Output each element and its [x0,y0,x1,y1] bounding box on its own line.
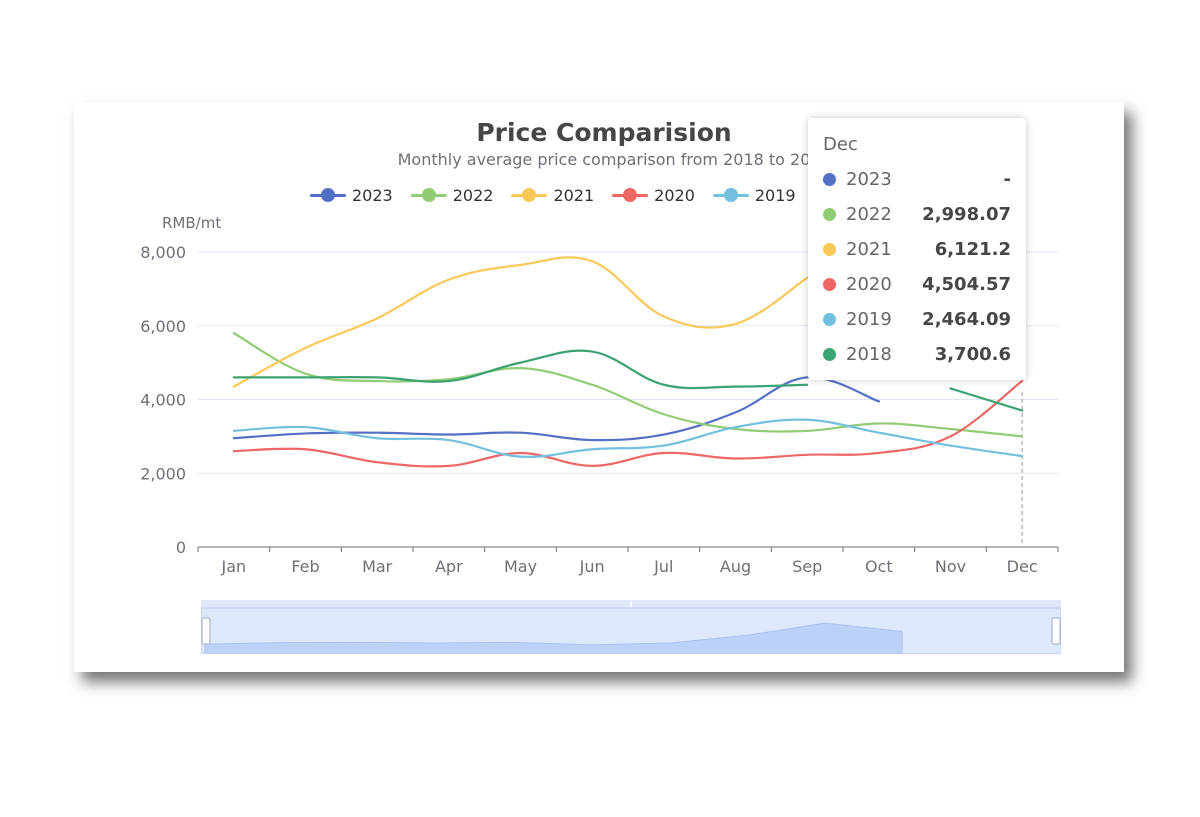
x-tick-label: Dec [1007,557,1038,576]
tooltip-series-name: 2022 [846,203,892,225]
tooltip-value: 3,700.6 [934,343,1011,365]
y-tick-label: 0 [176,538,186,557]
y-tick-label: 2,000 [140,464,186,483]
zoom-preview-area [204,622,903,654]
y-tick-label: 8,000 [140,243,186,262]
tooltip-row-2018: 2018 3,700.6 [823,339,1011,369]
legend-swatch-icon [310,188,346,202]
legend-swatch-icon [511,188,548,202]
x-tick-label: Jun [579,557,605,576]
tooltip-row-2023: 2023 - [823,164,1011,194]
tooltip-value: 6,121.2 [934,238,1011,260]
zoom-top-bar[interactable] [201,600,1061,608]
x-tick-label: Mar [362,557,393,576]
chart-card: Price Comparision Monthly average price … [74,102,1124,672]
legend-swatch-icon [410,188,447,202]
legend-label: 2020 [654,185,695,205]
tooltip-marker-icon [823,207,836,221]
legend-item-2021[interactable]: 2021 [511,184,594,206]
legend-label: 2021 [553,185,595,205]
series-line-2022[interactable] [232,332,1024,438]
tooltip: Dec 2023 - 2022 2,998.07 2021 6,121.2 2020 4,50… [808,118,1026,380]
tooltip-row-2020: 2020 4,504.57 [823,269,1011,299]
x-tick-label: Aug [720,557,751,576]
tooltip-row-2021: 2021 6,121.2 [823,234,1011,264]
y-tick-label: 6,000 [140,317,186,336]
x-tick-label: Apr [435,557,463,576]
legend-label: 2023 [352,185,393,205]
chart-subtitle: Monthly average price comparison from 20… [397,150,811,169]
legend-swatch-icon [712,188,749,202]
series-line-2019[interactable] [232,418,1024,459]
tooltip-value: 2,464.09 [922,308,1011,330]
legend-item-2022[interactable]: 2022 [410,184,494,206]
legend-label: 2019 [754,185,796,205]
series-line-2020[interactable] [232,379,1024,468]
x-tick-label: Feb [291,557,319,576]
chart-title: Price Comparision [476,118,732,147]
x-tick-label: Sep [792,557,822,576]
tooltip-series-name: 2018 [846,343,892,365]
y-axis-unit: RMB/mt [162,214,222,232]
legend-item-2020[interactable]: 2020 [612,184,695,206]
x-tick-label: Nov [935,557,966,576]
zoom-handle-right[interactable] [1051,617,1061,645]
legend-swatch-icon [612,188,649,202]
tooltip-value: 4,504.57 [922,273,1011,295]
zoom-grip-icon: ∥ [629,600,633,609]
tooltip-value: 2,998.07 [922,203,1011,225]
tooltip-marker-icon [823,347,836,361]
tooltip-title: Dec [823,134,858,155]
tooltip-value: - [1003,168,1011,190]
legend-item-2023[interactable]: 2023 [310,184,393,206]
x-tick-label: May [504,557,537,576]
x-tick-label: Jul [653,557,673,576]
tooltip-marker-icon [823,242,836,256]
tooltip-marker-icon [823,312,836,326]
zoom-handle-left[interactable] [201,617,211,645]
data-zoom-slider[interactable]: ∥ [201,600,1061,654]
tooltip-row-2022: 2022 2,998.07 [823,199,1011,229]
tooltip-series-name: 2021 [846,238,892,260]
legend-item-2019[interactable]: 2019 [712,184,796,206]
tooltip-marker-icon [823,277,836,291]
legend-label: 2022 [452,185,494,205]
tooltip-series-name: 2020 [846,273,892,295]
zoom-selection[interactable] [201,607,1061,654]
y-tick-label: 4,000 [140,391,186,410]
x-tick-label: Jan [220,557,246,576]
tooltip-series-name: 2019 [846,308,892,330]
series-line-2018[interactable] [949,387,1024,412]
series-line-2018[interactable] [232,349,809,390]
tooltip-marker-icon [823,172,836,186]
tooltip-series-name: 2023 [846,168,892,190]
series-line-2021[interactable] [232,256,809,388]
tooltip-row-2019: 2019 2,464.09 [823,304,1011,334]
x-tick-label: Oct [865,557,893,576]
line-chart-plot[interactable]: 0 2,000 4,000 6,000 8,000 Jan Feb Mar Apr May Jun J… [74,102,1124,672]
